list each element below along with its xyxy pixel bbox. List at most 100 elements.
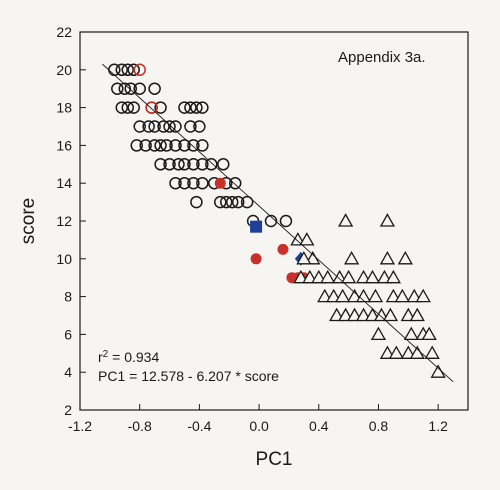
open-triangle-point <box>338 307 354 322</box>
open-triangle-point <box>355 288 372 303</box>
open-triangle-point <box>409 307 425 322</box>
open-circle-point <box>133 82 146 95</box>
open-circle-point <box>196 176 209 190</box>
open-circle-point <box>184 120 197 133</box>
open-triangle-point <box>320 269 336 284</box>
open-circle-point <box>115 101 129 114</box>
open-triangle-point <box>424 345 440 359</box>
open-triangle-point <box>335 288 351 303</box>
r-squared-text: r2 = 0.934 <box>98 349 159 365</box>
open-circle-point <box>148 139 161 152</box>
open-circle-point <box>196 158 209 171</box>
open-triangle-point <box>415 288 431 303</box>
open-circle-point <box>133 63 146 77</box>
filled-circle-point <box>250 253 262 265</box>
open-circle-point <box>196 139 209 152</box>
open-circle-point <box>196 101 209 114</box>
open-circle-point <box>240 195 254 209</box>
open-triangle-point <box>388 345 404 359</box>
regression-line <box>102 63 454 382</box>
r-squared-value: = 0.934 <box>108 349 159 365</box>
open-circle-point <box>145 101 158 114</box>
open-triangle-point <box>355 269 372 284</box>
open-circle-point <box>157 120 170 133</box>
y-tick-label: 14 <box>56 175 72 191</box>
open-triangle-point <box>379 250 396 265</box>
y-tick-label: 12 <box>56 213 72 229</box>
open-circle-point <box>127 101 140 114</box>
open-circle-point <box>139 139 152 152</box>
open-circle-point <box>187 176 200 190</box>
open-triangle-point <box>296 250 312 265</box>
open-triangle-point <box>376 269 393 284</box>
open-circle-point <box>178 158 191 171</box>
appendix-annotation: Appendix 3a. <box>338 49 426 66</box>
open-triangle-point <box>299 232 315 246</box>
open-triangle-point <box>341 269 357 284</box>
filled-circle-point <box>214 177 226 189</box>
open-triangle-point <box>338 213 354 227</box>
open-triangle-point <box>346 307 363 322</box>
regression-equation: PC1 = 12.578 - 6.207 * score <box>98 368 279 384</box>
open-triangle-point <box>394 288 410 303</box>
x-tick-label: -1.2 <box>68 418 92 434</box>
open-triangle-point <box>382 307 399 322</box>
open-circle-point <box>178 176 191 190</box>
open-circle-point <box>127 63 140 77</box>
y-tick-label: 20 <box>56 62 72 78</box>
open-triangle-point <box>355 307 372 322</box>
open-circle-point <box>115 63 129 77</box>
open-triangle-point <box>400 307 416 322</box>
open-circle-point <box>193 120 206 133</box>
open-triangle-point <box>343 250 360 265</box>
open-triangle-point <box>400 345 416 359</box>
open-circle-point <box>121 101 135 114</box>
y-axis-ticks: 2 4 6 8 10 12 14 16 18 20 22 <box>56 24 86 418</box>
y-tick-label: 22 <box>56 24 72 40</box>
open-circle-point <box>279 214 293 228</box>
open-triangle-point <box>290 232 306 246</box>
open-triangle-point <box>385 269 401 284</box>
open-circle-point <box>219 195 233 209</box>
r-squared-label: r <box>98 349 103 365</box>
open-triangle-point <box>379 213 396 227</box>
open-circle-point <box>264 214 278 228</box>
open-circle-point <box>190 195 203 209</box>
open-circle-point <box>124 82 137 95</box>
r-squared-superscript: 2 <box>103 349 109 360</box>
open-triangle-point <box>397 250 413 265</box>
y-tick-label: 18 <box>56 100 72 116</box>
open-triangle-point <box>403 326 419 341</box>
y-axis-label: score <box>18 198 39 244</box>
open-circle-point <box>187 139 200 152</box>
data-marks <box>108 63 446 378</box>
open-circle-point <box>178 139 191 152</box>
open-circle-point <box>190 101 203 114</box>
open-triangle-point <box>421 326 437 341</box>
open-triangle-point <box>364 269 381 284</box>
open-triangle-point <box>373 307 390 322</box>
y-tick-label: 2 <box>64 402 72 418</box>
open-triangle-point <box>326 288 342 303</box>
x-axis-ticks: -1.2 -0.8 -0.4 0.0 0.4 0.8 1.2 <box>68 404 448 434</box>
open-triangle-point <box>332 269 348 284</box>
open-triangle-point <box>409 345 425 359</box>
x-axis-label: PC1 <box>256 449 293 470</box>
open-circle-point <box>169 176 182 190</box>
x-tick-label: 0.4 <box>309 418 329 434</box>
open-circle-point <box>205 158 218 171</box>
open-triangle-point <box>302 269 318 284</box>
open-circle-point <box>163 120 176 133</box>
x-tick-label: 0.0 <box>249 418 269 434</box>
open-circle-point <box>225 195 239 209</box>
filled-square-point <box>250 220 263 233</box>
open-circle-point <box>187 158 200 171</box>
open-circle-point <box>130 139 143 152</box>
open-triangle-point <box>430 364 446 378</box>
open-triangle-point <box>317 288 333 303</box>
open-circle-point <box>163 158 176 171</box>
open-circle-point <box>148 82 161 95</box>
y-tick-label: 4 <box>64 364 72 380</box>
